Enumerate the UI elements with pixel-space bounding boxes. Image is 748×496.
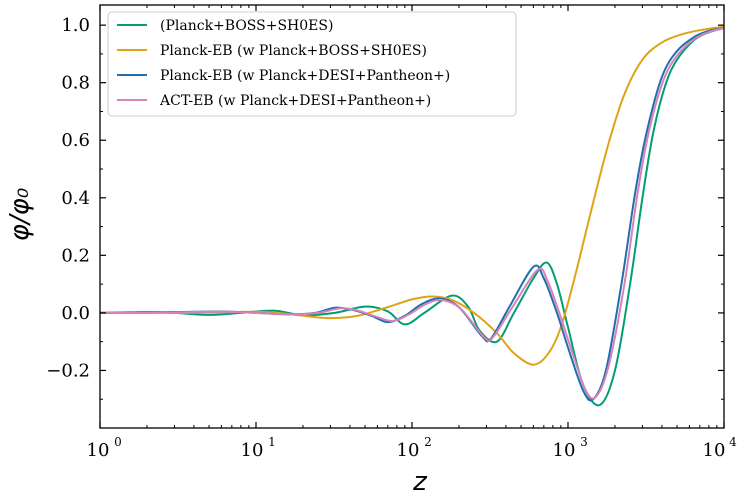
y-axis: −0.2 0.0 0.2 0.4 0.6 0.8 1.0 <box>46 15 724 400</box>
x-tick-base: 10 <box>553 440 576 461</box>
legend-entry-3: Planck-EB (w Planck+DESI+Pantheon+) <box>160 68 450 84</box>
x-axis-label: z <box>412 467 428 496</box>
y-tick-label: 0.2 <box>61 245 90 266</box>
series-line-1 <box>100 27 724 407</box>
x-tick-label: 10 <box>397 440 420 461</box>
x-tick-exponent: 3 <box>580 435 588 449</box>
legend-box <box>107 11 517 117</box>
y-tick-label: 1.0 <box>61 15 90 36</box>
x-tick-exponent: 4 <box>729 435 737 449</box>
x-tick-label: 10 <box>703 440 726 461</box>
y-tick-label: 0.8 <box>61 73 90 94</box>
y-tick-label: 0.6 <box>61 130 90 151</box>
x-tick-label: 10 <box>241 440 264 461</box>
legend: (Planck+BOSS+SH0ES) Planck-EB (w Planck+B… <box>107 11 517 117</box>
x-tick-base: 10 <box>397 440 420 461</box>
x-tick-label: 10 <box>87 440 110 461</box>
x-tick-exponent: 2 <box>424 435 432 449</box>
x-tick-base: 10 <box>703 440 726 461</box>
x-axis: 10 0 10 1 10 2 10 3 10 4 <box>87 5 737 461</box>
y-tick-label: 0.4 <box>61 188 90 209</box>
series-line-4 <box>100 27 724 400</box>
y-tick-label: 0.0 <box>61 303 90 324</box>
plot-area <box>100 25 724 407</box>
x-tick-base: 10 <box>87 440 110 461</box>
x-tick-base: 10 <box>241 440 264 461</box>
legend-entry-4: ACT-EB (w Planck+DESI+Pantheon+) <box>159 93 431 109</box>
x-tick-exponent: 0 <box>114 435 122 449</box>
y-tick-label: −0.2 <box>46 360 90 381</box>
legend-entry-2: Planck-EB (w Planck+BOSS+SH0ES) <box>160 43 427 59</box>
y-axis-label: φ/φ₀ <box>5 187 35 241</box>
x-tick-exponent: 1 <box>268 435 276 449</box>
x-tick-label: 10 <box>553 440 576 461</box>
legend-entry-1: (Planck+BOSS+SH0ES) <box>160 18 333 34</box>
